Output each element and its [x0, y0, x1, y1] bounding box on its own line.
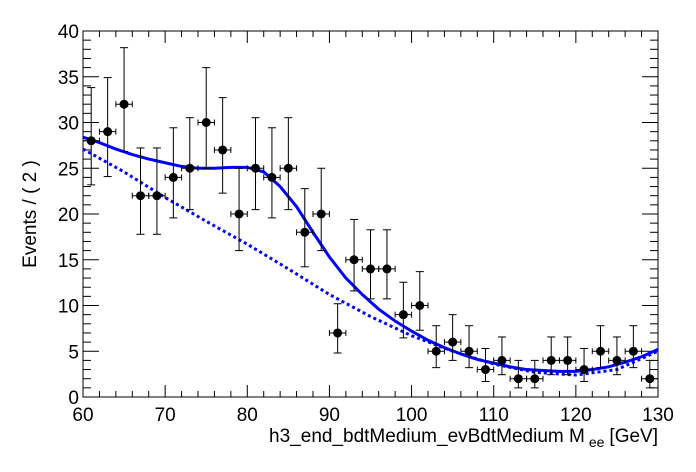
- fit-curves: [82, 135, 659, 377]
- y-tick-label: 0: [68, 388, 79, 409]
- data-marker: [201, 118, 211, 127]
- data-point: [558, 336, 577, 376]
- data-point: [361, 229, 380, 300]
- data-point: [526, 359, 544, 389]
- data-marker: [136, 191, 145, 201]
- data-marker: [415, 301, 425, 310]
- data-marker: [119, 99, 129, 109]
- x-tick-label: 70: [155, 405, 176, 426]
- data-marker: [168, 172, 178, 182]
- data-marker: [382, 264, 392, 274]
- data-marker: [267, 172, 277, 182]
- data-point: [624, 325, 643, 369]
- data-point: [411, 271, 429, 331]
- data-marker: [300, 227, 310, 237]
- data-point: [460, 325, 478, 369]
- data-marker: [316, 209, 326, 219]
- x-tick-label: 60: [72, 405, 93, 426]
- data-marker: [152, 191, 162, 201]
- background-fit-curve: [82, 147, 659, 377]
- data-point: [197, 67, 215, 169]
- data-marker: [612, 355, 622, 365]
- data-point: [378, 229, 396, 300]
- data-marker: [251, 163, 260, 173]
- data-point: [575, 347, 593, 382]
- data-marker: [431, 346, 441, 356]
- data-point: [246, 117, 265, 211]
- y-tick-label: 5: [68, 342, 79, 363]
- data-marker: [481, 365, 490, 375]
- data-point: [443, 314, 462, 361]
- x-tick-label: 130: [642, 405, 674, 426]
- y-tick-label: 10: [58, 297, 79, 318]
- data-marker: [546, 355, 556, 365]
- data-point: [608, 336, 626, 376]
- y-tick-label: 30: [58, 114, 79, 135]
- data-point: [82, 87, 100, 186]
- data-point: [279, 117, 298, 211]
- data-point: [641, 359, 659, 389]
- data-point: [493, 336, 511, 376]
- plot-frame: [82, 30, 659, 398]
- y-tick-label: 20: [58, 205, 79, 226]
- data-point: [213, 97, 232, 194]
- data-point: [115, 47, 133, 153]
- axes: 60 70 80 90 100 110 120 130 0 5 10 15 20 25 30 35 40: [58, 22, 674, 426]
- data-marker: [563, 355, 573, 365]
- data-marker: [645, 374, 655, 384]
- x-tick-label: 110: [479, 405, 509, 426]
- y-tick-label: 25: [58, 159, 79, 180]
- data-point: [328, 303, 347, 354]
- data-marker: [579, 365, 589, 375]
- data-marker: [185, 163, 195, 173]
- data-marker: [398, 310, 408, 320]
- x-axis-label-main: h3_end_bdtMedium_evBdtMedium M: [269, 426, 585, 447]
- data-point: [131, 147, 150, 235]
- data-marker: [366, 264, 375, 274]
- y-tick-label: 15: [58, 251, 79, 272]
- data-point: [181, 117, 199, 211]
- y-tick-label: 40: [58, 22, 79, 43]
- y-axis-label: Events / ( 2 ): [20, 160, 41, 268]
- data-marker: [530, 374, 540, 384]
- data-marker: [448, 337, 458, 347]
- data-marker: [464, 346, 474, 356]
- x-axis-label-unit: [GeV]: [609, 426, 658, 447]
- data-marker: [234, 209, 244, 219]
- x-tick-label: 100: [396, 405, 428, 426]
- total-fit-curve: [82, 135, 659, 373]
- data-marker: [513, 374, 523, 384]
- data-point: [345, 218, 363, 292]
- data-marker: [283, 163, 293, 173]
- x-tick-label: 90: [319, 405, 340, 426]
- data-point: [164, 127, 183, 219]
- data-point: [591, 325, 610, 369]
- data-point: [394, 281, 413, 339]
- data-marker: [103, 127, 113, 137]
- data-point: [98, 77, 117, 178]
- data-points: [82, 47, 659, 389]
- data-point: [263, 127, 281, 219]
- data-point: [427, 325, 445, 369]
- data-marker: [349, 255, 359, 265]
- y-tick-label: 35: [58, 68, 79, 89]
- data-marker: [497, 355, 507, 365]
- data-marker: [628, 346, 638, 356]
- data-point: [148, 147, 166, 235]
- data-point: [296, 188, 314, 268]
- data-marker: [218, 145, 228, 155]
- data-point: [476, 347, 495, 382]
- data-point: [542, 336, 560, 376]
- data-marker: [86, 136, 96, 146]
- x-tick-label: 80: [237, 405, 258, 426]
- data-marker: [596, 346, 605, 356]
- data-point: [230, 167, 248, 252]
- x-axis-label-sub: ee: [589, 434, 605, 450]
- data-marker: [333, 328, 343, 338]
- data-point: [509, 359, 528, 389]
- data-point: [312, 167, 330, 252]
- x-tick-label: 120: [560, 405, 592, 426]
